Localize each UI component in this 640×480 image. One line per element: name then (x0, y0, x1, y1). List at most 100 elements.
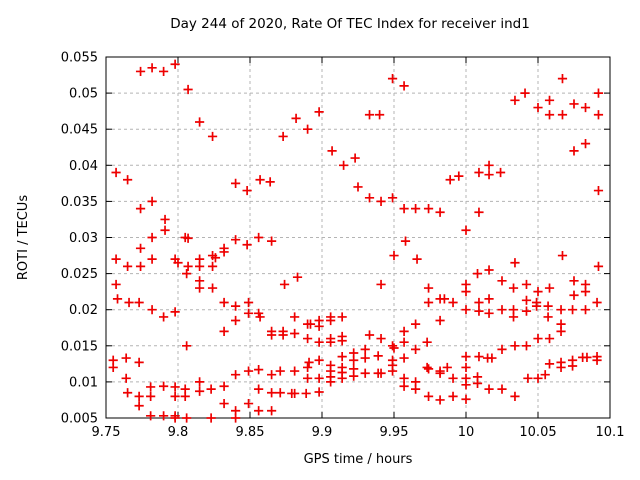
data-point (303, 373, 313, 383)
data-point (411, 319, 421, 329)
data-point (376, 279, 386, 290)
data-point (510, 341, 520, 351)
data-point (484, 170, 494, 180)
data-point (337, 373, 347, 383)
data-point (278, 330, 288, 340)
data-point (314, 355, 324, 365)
data-point (134, 401, 144, 411)
data-point (411, 344, 421, 355)
data-point (183, 233, 193, 243)
data-point (134, 357, 144, 368)
data-point (303, 362, 313, 373)
data-point (593, 88, 604, 98)
data-point (219, 297, 229, 308)
data-point (195, 386, 205, 396)
data-point (442, 362, 452, 373)
data-point (435, 368, 445, 378)
data-point (533, 373, 543, 383)
data-point (173, 258, 183, 268)
x-tick-label: 9.95 (380, 425, 409, 440)
data-point (146, 382, 156, 392)
data-point (207, 283, 218, 293)
data-point (556, 326, 566, 336)
data-point (521, 341, 532, 351)
data-point (364, 110, 375, 120)
data-point (580, 305, 591, 315)
data-point (399, 204, 409, 214)
data-point (461, 287, 471, 297)
data-point (582, 352, 592, 362)
data-point (147, 196, 157, 206)
data-point (314, 337, 324, 347)
data-point (231, 370, 241, 380)
data-point (243, 297, 254, 308)
y-tick-label: 0.035 (61, 195, 98, 210)
data-point (387, 366, 398, 376)
data-point (278, 131, 288, 142)
data-point (533, 102, 543, 113)
data-point (349, 355, 359, 365)
y-axis-label: ROTI / TECUs (16, 195, 31, 280)
data-point (160, 225, 170, 235)
data-point (533, 333, 543, 344)
data-point (373, 351, 383, 361)
data-point (360, 344, 370, 355)
data-point (267, 370, 277, 380)
data-point (593, 261, 604, 271)
data-point (255, 175, 265, 185)
data-point (376, 196, 386, 206)
data-point (593, 110, 604, 120)
data-point (327, 146, 337, 156)
data-point (135, 66, 146, 77)
data-point (484, 384, 494, 394)
data-point (303, 333, 313, 344)
data-point (290, 366, 300, 376)
data-point (376, 333, 386, 344)
data-point (557, 74, 568, 84)
data-point (497, 305, 507, 315)
data-point (497, 384, 507, 394)
data-point (112, 294, 123, 304)
data-point (422, 337, 432, 347)
y-tick-label: 0.045 (61, 123, 98, 138)
data-point (556, 362, 566, 373)
data-point (461, 362, 471, 373)
data-point (219, 398, 229, 409)
data-point (160, 214, 170, 225)
data-point (159, 411, 169, 421)
data-point (387, 193, 398, 203)
data-point (461, 225, 471, 235)
data-point (461, 394, 471, 404)
data-point (275, 388, 285, 398)
data-point (147, 232, 157, 243)
data-point (474, 352, 484, 362)
x-tick-label: 10.1 (596, 425, 625, 440)
data-point (495, 167, 506, 178)
data-point (580, 102, 591, 113)
data-point (182, 341, 192, 351)
data-point (314, 387, 324, 397)
data-point (265, 177, 275, 187)
data-point (497, 276, 507, 286)
data-point (147, 254, 157, 264)
x-tick-label: 10.05 (519, 425, 556, 440)
data-point (111, 279, 121, 290)
data-point (523, 373, 533, 383)
data-point (580, 287, 591, 297)
data-point (557, 110, 568, 120)
data-point (254, 365, 264, 375)
data-point (243, 308, 254, 318)
data-point (231, 301, 241, 311)
data-point (123, 388, 133, 398)
data-point (448, 373, 458, 383)
data-point (510, 391, 520, 401)
data-point (219, 381, 229, 391)
data-point (290, 328, 300, 339)
data-point (487, 353, 497, 363)
data-point (569, 146, 579, 156)
data-point (533, 287, 543, 297)
data-point (219, 326, 229, 336)
data-point (267, 236, 277, 246)
data-point (544, 95, 555, 105)
